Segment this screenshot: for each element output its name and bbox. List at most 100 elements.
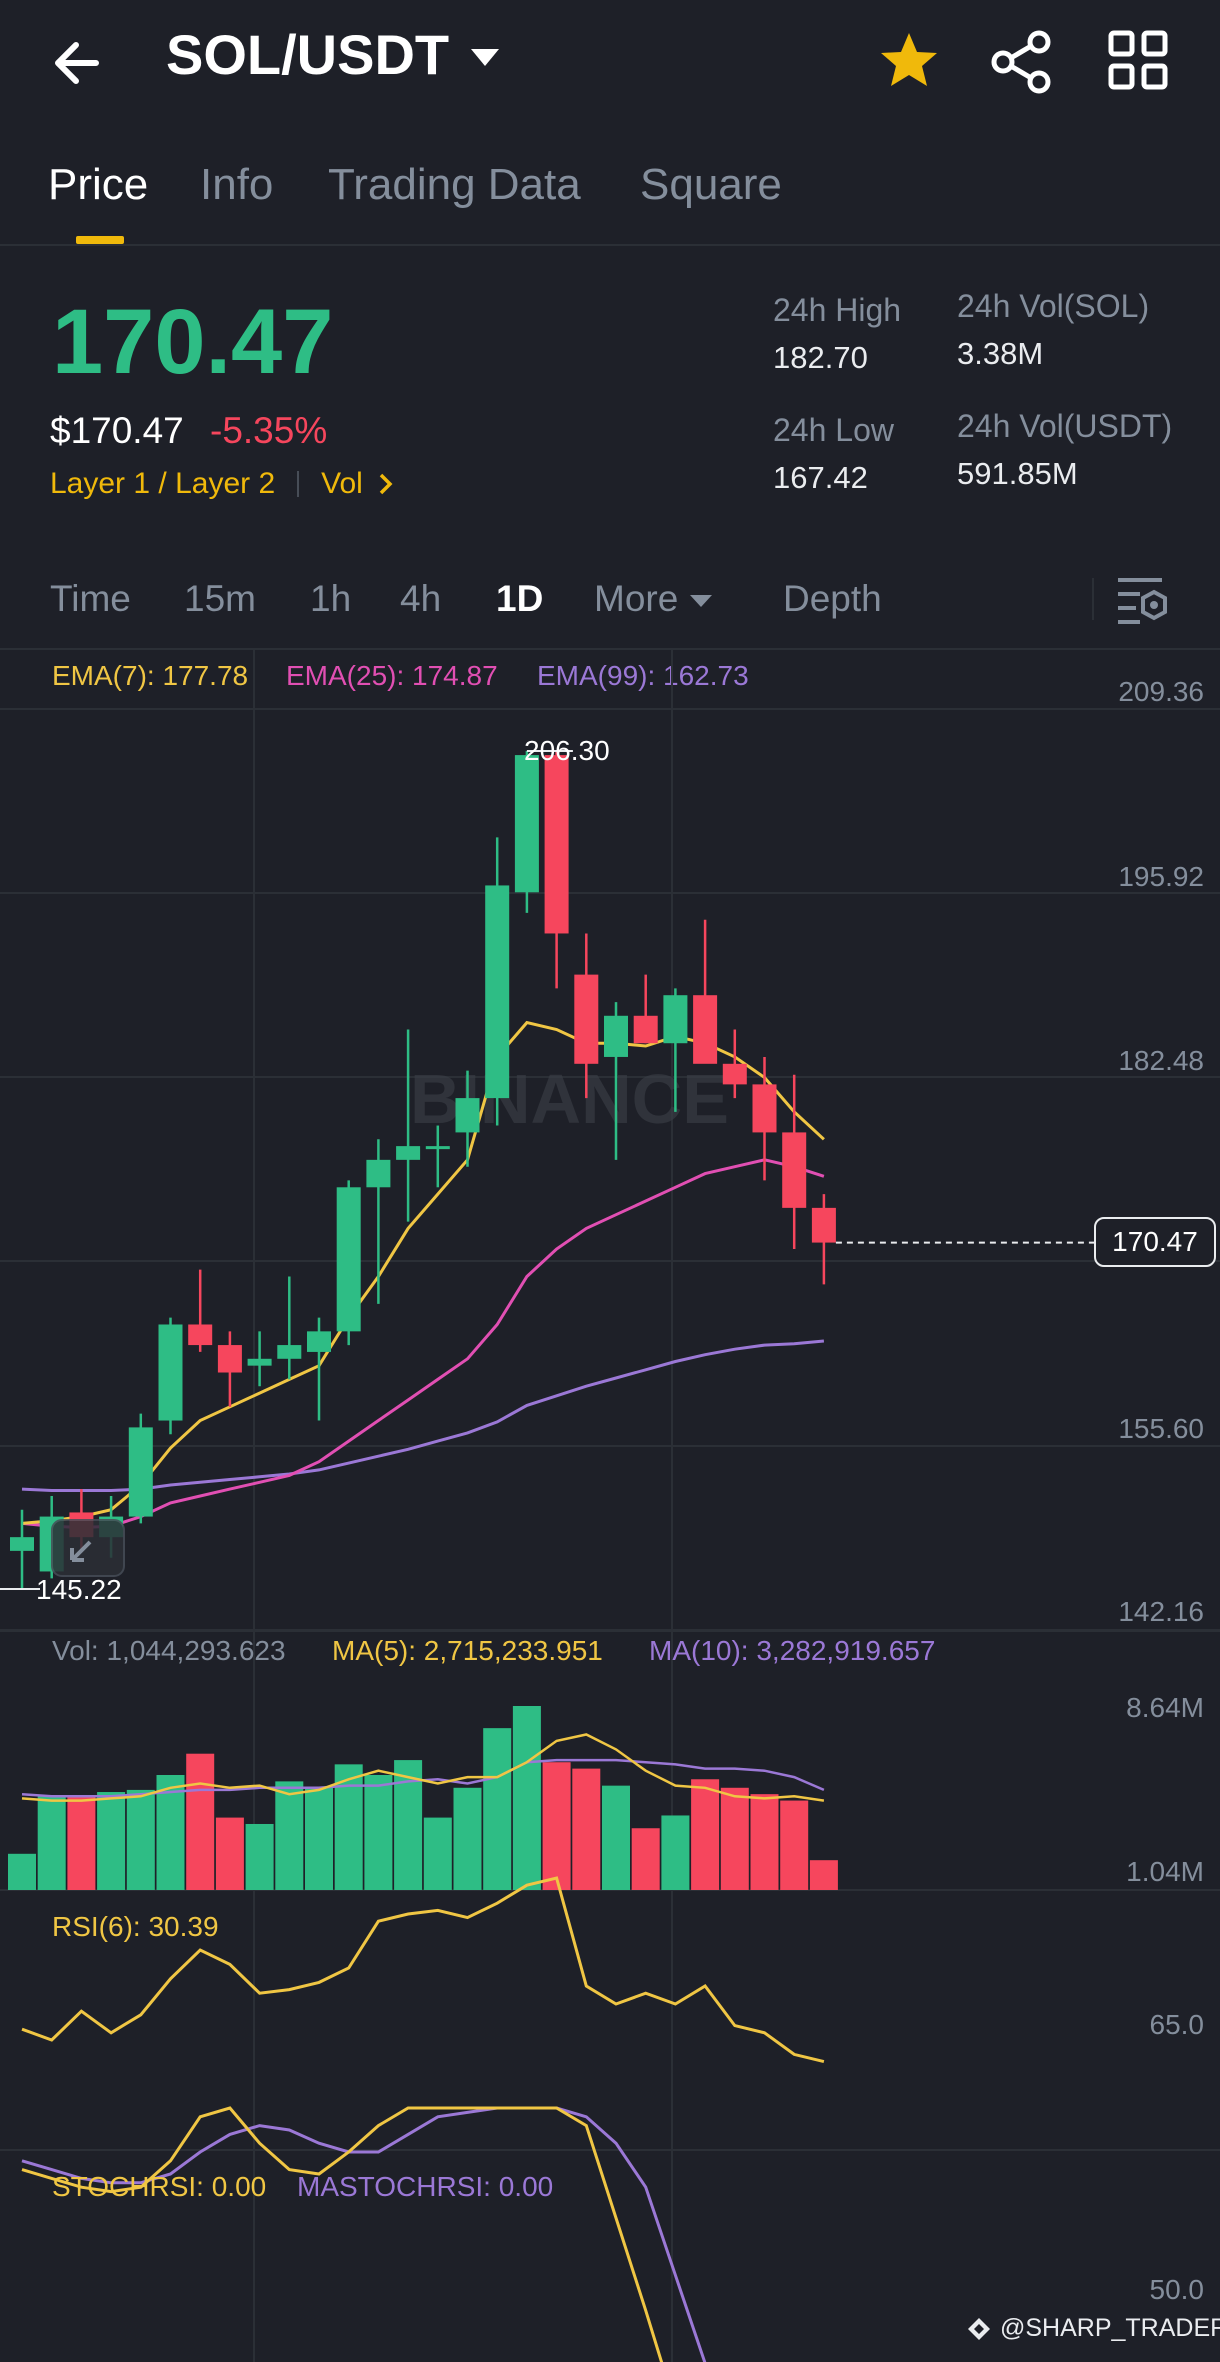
ema7-label: EMA(7): 177.78	[52, 660, 249, 691]
pair-selector[interactable]: SOL/USDT	[166, 22, 500, 87]
vol-usdt-label: 24h Vol(USDT)	[957, 408, 1173, 444]
candle-body	[752, 1084, 777, 1133]
current-price-tag: 170.47	[1094, 1217, 1216, 1267]
high-value: 182.70	[773, 340, 868, 375]
interval-15m[interactable]: 15m	[184, 578, 256, 619]
volume-bar	[186, 1753, 215, 1890]
volume-bar	[126, 1789, 155, 1890]
stochrsi-lines	[21, 2106, 707, 2362]
vol-link[interactable]: Vol	[321, 467, 363, 500]
rsi-label: RSI(6): 30.39	[52, 1911, 219, 1942]
star-icon[interactable]	[878, 30, 940, 92]
volume-ma5-label: MA(5): 2,715,233.951	[332, 1635, 603, 1666]
candle-body	[217, 1345, 242, 1373]
candle-body	[782, 1132, 807, 1208]
interval-1h[interactable]: 1h	[310, 578, 352, 619]
tab-square[interactable]: Square	[640, 160, 782, 209]
ema99-line	[21, 1339, 825, 1492]
candle-body	[693, 995, 718, 1064]
candles	[10, 750, 836, 1590]
stochrsi-line	[21, 2106, 664, 2362]
interval-4h[interactable]: 4h	[400, 578, 442, 619]
back-arrow-icon[interactable]	[50, 28, 120, 98]
volume-axis-label: 1.04M	[1126, 1856, 1204, 1887]
tab-info[interactable]: Info	[200, 160, 274, 209]
interval-more-label: More	[594, 578, 679, 619]
binance-logo-icon	[968, 2317, 990, 2340]
rsi-line	[21, 1876, 825, 2064]
price-axis-label: 155.60	[1118, 1413, 1204, 1444]
vol-sol-value: 3.38M	[957, 336, 1044, 371]
candle-body	[574, 974, 599, 1064]
volume-bar	[720, 1787, 749, 1890]
volume-bar	[305, 1787, 333, 1890]
volume-bar	[512, 1706, 541, 1890]
volume-ma10-label: MA(10): 3,282,919.657	[649, 1635, 936, 1666]
low-value: 167.42	[773, 460, 868, 495]
candle-body	[811, 1207, 836, 1243]
price-axis-label: 209.36	[1118, 676, 1204, 707]
stochrsi-axis-label: 50.0	[1149, 2274, 1205, 2305]
mastochrsi-label: MASTOCHRSI: 0.00	[297, 2171, 554, 2202]
tab-price[interactable]: Price	[48, 160, 149, 209]
candle-body	[396, 1146, 421, 1160]
tab-trading-data[interactable]: Trading Data	[328, 160, 581, 209]
stochrsi-label: STOCHRSI: 0.00	[52, 2171, 267, 2202]
caret-down-icon	[471, 49, 500, 66]
candle-body	[455, 1098, 480, 1133]
tag-separator	[297, 471, 300, 497]
volume-label: Vol: 1,044,293.623	[52, 1635, 286, 1666]
volume-bar	[364, 1775, 393, 1890]
ema7-line	[21, 1020, 825, 1525]
grid-icon[interactable]	[1108, 30, 1168, 90]
ema-lines	[21, 1020, 825, 1530]
volume-bar	[453, 1787, 482, 1890]
candle-body	[514, 755, 539, 893]
footer-credit: @SHARP_TRADER	[966, 2314, 1220, 2343]
chevron-right-icon	[379, 473, 393, 495]
candle-body	[188, 1324, 213, 1346]
ema25-line	[21, 1158, 825, 1530]
expand-collapse-icon[interactable]	[50, 1518, 126, 1578]
high-annotation: 206.30	[524, 735, 610, 766]
candle-body	[128, 1427, 153, 1517]
candle-body	[307, 1331, 331, 1352]
ema99-label: EMA(99): 162.73	[537, 660, 749, 691]
caret-down-icon	[690, 595, 713, 608]
chart-gridlines	[0, 650, 1220, 2362]
mastochrsi-line	[21, 2106, 707, 2362]
volume-bar	[8, 1853, 36, 1890]
candle-body	[633, 1015, 658, 1044]
candle-body	[425, 1146, 450, 1150]
interval-depth[interactable]: Depth	[783, 578, 882, 619]
price-chart[interactable]: BINANCE	[0, 650, 1220, 2362]
share-icon[interactable]	[990, 30, 1054, 94]
price-axis-label: 195.92	[1118, 861, 1204, 892]
active-tab-indicator	[76, 236, 124, 244]
volume-bar	[631, 1828, 660, 1890]
category-tag[interactable]: Layer 1 / Layer 2	[50, 467, 276, 500]
usd-price: $170.47	[50, 410, 184, 451]
price-change: -5.35%	[210, 410, 328, 451]
volume-bar	[780, 1800, 809, 1890]
volume-bar	[483, 1728, 512, 1890]
interval-more[interactable]: More	[594, 578, 713, 620]
interval-divider	[0, 648, 1220, 650]
volume-bar	[156, 1775, 185, 1890]
volume-bar	[245, 1823, 274, 1890]
indicator-settings-icon[interactable]	[1114, 572, 1170, 628]
credit-text: @SHARP_TRADER	[1000, 2314, 1220, 2342]
interval-1d[interactable]: 1D	[496, 578, 544, 619]
candle-body	[544, 755, 569, 934]
candle-body	[158, 1324, 183, 1421]
volume-bar	[97, 1792, 126, 1890]
pair-title: SOL/USDT	[166, 23, 450, 86]
volume-bar	[809, 1860, 838, 1890]
price-axis-label: 182.48	[1118, 1045, 1204, 1076]
candle-body	[10, 1537, 34, 1551]
candle-body	[663, 995, 688, 1044]
interval-time[interactable]: Time	[50, 578, 131, 619]
volume-bar	[215, 1817, 244, 1890]
high-label: 24h High	[773, 292, 902, 328]
candle-body	[336, 1187, 361, 1332]
